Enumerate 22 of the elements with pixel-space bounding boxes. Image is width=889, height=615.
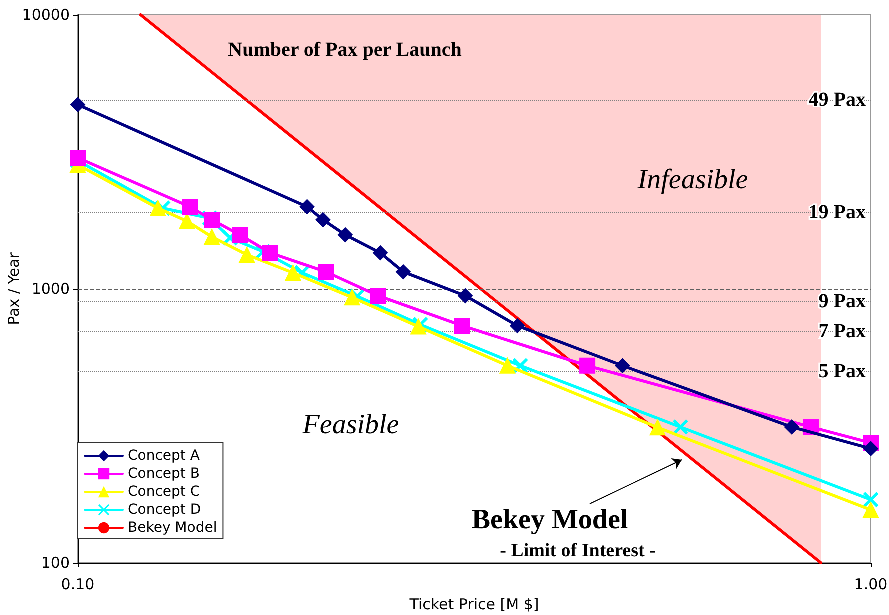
ref-line-label: 5 Pax bbox=[818, 360, 866, 382]
ref-line-label: 49 Pax bbox=[808, 88, 866, 111]
y-tick-label: 1000 bbox=[32, 280, 70, 298]
ref-line-label: 7 Pax bbox=[818, 320, 866, 342]
ref-line-label: 19 Pax bbox=[808, 202, 866, 224]
legend-label: Concept D bbox=[128, 502, 202, 518]
y-tick-label: 100 bbox=[41, 554, 70, 572]
x-axis-title: Ticket Price [M $] bbox=[408, 596, 540, 614]
legend-label: Bekey Model bbox=[128, 520, 218, 536]
annotation: Bekey Model bbox=[472, 504, 628, 536]
legend-label: Concept C bbox=[128, 484, 200, 500]
x-tick-label: 0.10 bbox=[61, 576, 95, 594]
annotation: Number of Pax per Launch bbox=[228, 39, 462, 61]
y-axis-title: Pax / Year bbox=[5, 252, 23, 326]
x-tick-label: 1.00 bbox=[854, 576, 888, 594]
legend-label: Concept B bbox=[128, 466, 200, 482]
y-tick-label: 10000 bbox=[22, 6, 70, 24]
annotation: Feasible bbox=[302, 410, 400, 440]
annotation: Infeasible bbox=[636, 164, 748, 196]
ref-line-label: 9 Pax bbox=[818, 290, 866, 313]
legend-label: Concept A bbox=[128, 448, 200, 464]
annotation: - Limit of Interest - bbox=[500, 540, 656, 562]
